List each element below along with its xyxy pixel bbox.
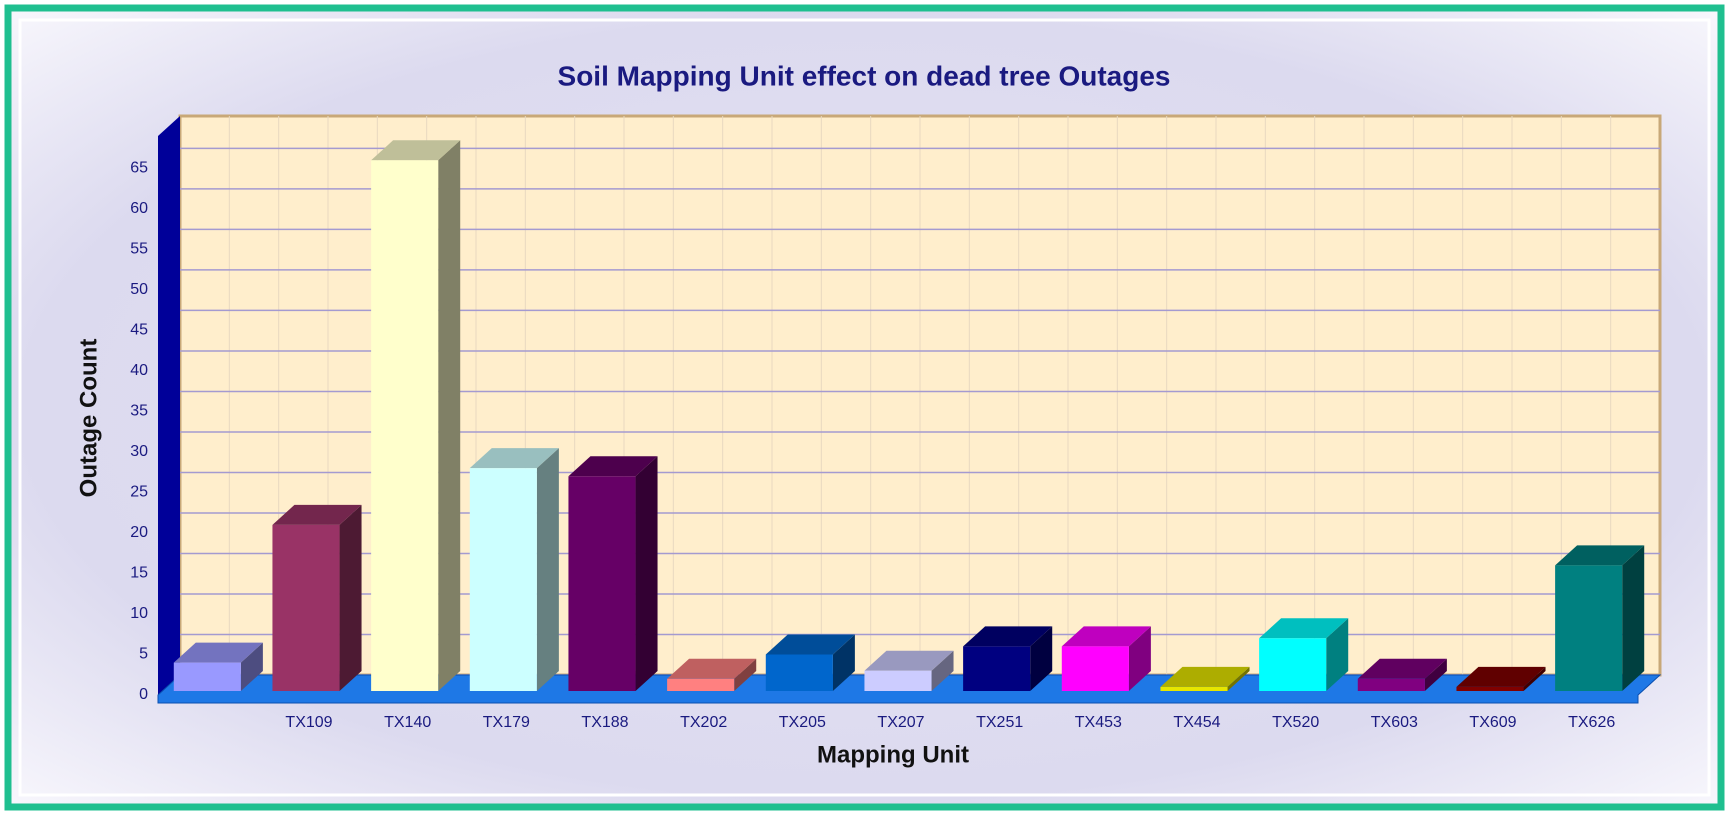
bar [1061,646,1129,691]
bar-top [1456,666,1546,687]
y-tick-label: 55 [130,241,148,258]
bar-top [272,504,362,525]
bar [272,524,340,691]
bar-side [1030,626,1053,691]
bar [864,670,932,691]
bar [568,476,636,691]
x-tick-label: TX520 [1272,714,1319,731]
bar-side [438,140,461,692]
bar-top [568,456,658,477]
bar-side [536,448,559,691]
bar [1555,565,1623,691]
x-tick-label: TX188 [581,714,628,731]
y-tick-label: 15 [130,565,148,582]
bar-top [1259,618,1349,639]
y-tick-label: 45 [130,322,148,339]
bar [1160,686,1228,691]
bar-side [734,658,757,691]
x-tick-label: TX205 [779,714,826,731]
bar-top [469,448,559,469]
x-tick-label: TX140 [384,714,431,731]
bar-top [963,626,1053,647]
bar-top [1061,626,1151,647]
y-tick-label: 40 [130,362,148,379]
x-tick-label: TX454 [1173,714,1220,731]
bar-top [1160,666,1250,687]
y-tick-label: 20 [130,524,148,541]
y-axis-label: Outage Count [75,339,102,498]
y-tick-label: 60 [130,200,148,217]
inner-frame [18,18,1711,797]
bar-top [371,140,461,161]
bar-side [931,650,954,691]
left-wall [158,116,180,695]
bar [765,654,833,691]
bar-side [1128,626,1151,691]
bar-side [1227,666,1250,691]
bar [963,646,1031,691]
bar-side [1424,658,1447,691]
x-tick-label: TX109 [285,714,332,731]
x-tick-label: TX603 [1371,714,1418,731]
bar-side [1622,545,1645,691]
bar-top [1357,658,1447,679]
bar-side [1326,618,1349,691]
x-tick-label: TX626 [1568,714,1615,731]
bar [1259,638,1327,691]
x-tick-label: TX207 [877,714,924,731]
y-tick-label: 35 [130,403,148,420]
x-tick-label: TX609 [1469,714,1516,731]
bar [1456,686,1524,691]
bar [469,468,537,691]
bar-side [635,456,658,691]
bar [667,678,735,691]
x-tick-label: TX179 [483,714,530,731]
bar-top [667,658,757,679]
bar-side [832,634,855,691]
bar [1357,678,1425,691]
bar [173,662,241,691]
y-tick-label: 65 [130,160,148,177]
y-tick-label: 10 [130,605,148,622]
y-tick-label: 50 [130,281,148,298]
y-tick-label: 0 [139,686,148,703]
bar-top [1555,545,1645,566]
bar-side [240,642,263,691]
bar-top [765,634,855,655]
x-tick-label: TX251 [976,714,1023,731]
bar-side [1523,666,1546,691]
y-tick-label: 25 [130,484,148,501]
chart-title: Soil Mapping Unit effect on dead tree Ou… [558,60,1171,91]
bar-top [173,642,263,663]
x-tick-label: TX202 [680,714,727,731]
bar-side [339,504,362,691]
x-tick-label: TX453 [1075,714,1122,731]
bar [371,160,439,692]
y-tick-label: 30 [130,443,148,460]
y-tick-label: 5 [139,646,148,663]
bar-top [864,650,954,671]
x-axis-label: Mapping Unit [817,741,969,768]
